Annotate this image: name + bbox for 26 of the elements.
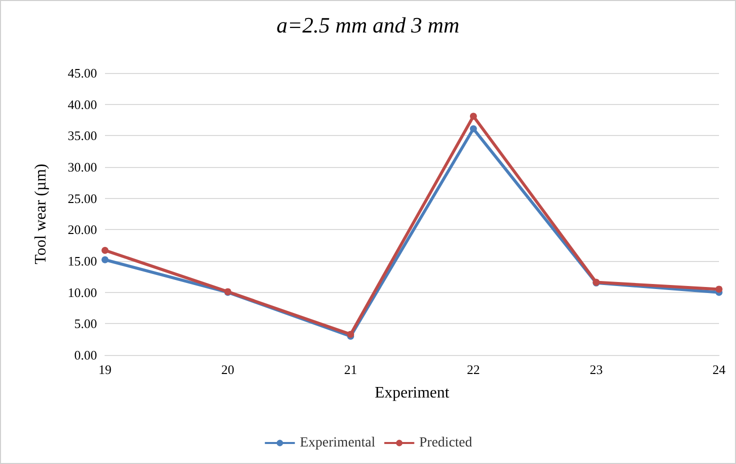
y-tick-label: 10.00 — [68, 284, 97, 300]
y-tick-label: 0.00 — [74, 348, 97, 362]
x-tick-label: 22 — [466, 362, 480, 377]
x-axis-title: Experiment — [374, 384, 450, 402]
y-tick-label: 15.00 — [68, 254, 97, 268]
point — [716, 286, 722, 293]
x-tick-label: 19 — [98, 362, 112, 377]
y-tick-label: 20.00 — [68, 222, 97, 238]
y-tick-label: 45.00 — [68, 66, 97, 80]
legend-label: Experimental — [300, 436, 376, 450]
y-axis-title: Tool wear (µm) — [32, 164, 50, 264]
x-tick-label: 24 — [712, 362, 726, 377]
point — [102, 246, 108, 254]
x-tick-label: 20 — [221, 362, 234, 377]
y-tick-label: 25.00 — [68, 190, 97, 206]
x-tick-label: 21 — [344, 362, 358, 377]
x-tick-label: 23 — [590, 362, 603, 377]
point — [102, 256, 108, 264]
chart-title: a=2.5 mm and 3 mm — [276, 12, 460, 38]
y-tick-label: 5.00 — [74, 316, 97, 332]
point — [470, 125, 477, 132]
legend-label: Predicted — [419, 436, 472, 450]
y-tick-label: 30.00 — [68, 160, 97, 174]
point — [470, 112, 477, 120]
y-tick-label: 35.00 — [68, 128, 97, 144]
y-tick-label: 40.00 — [68, 96, 97, 112]
